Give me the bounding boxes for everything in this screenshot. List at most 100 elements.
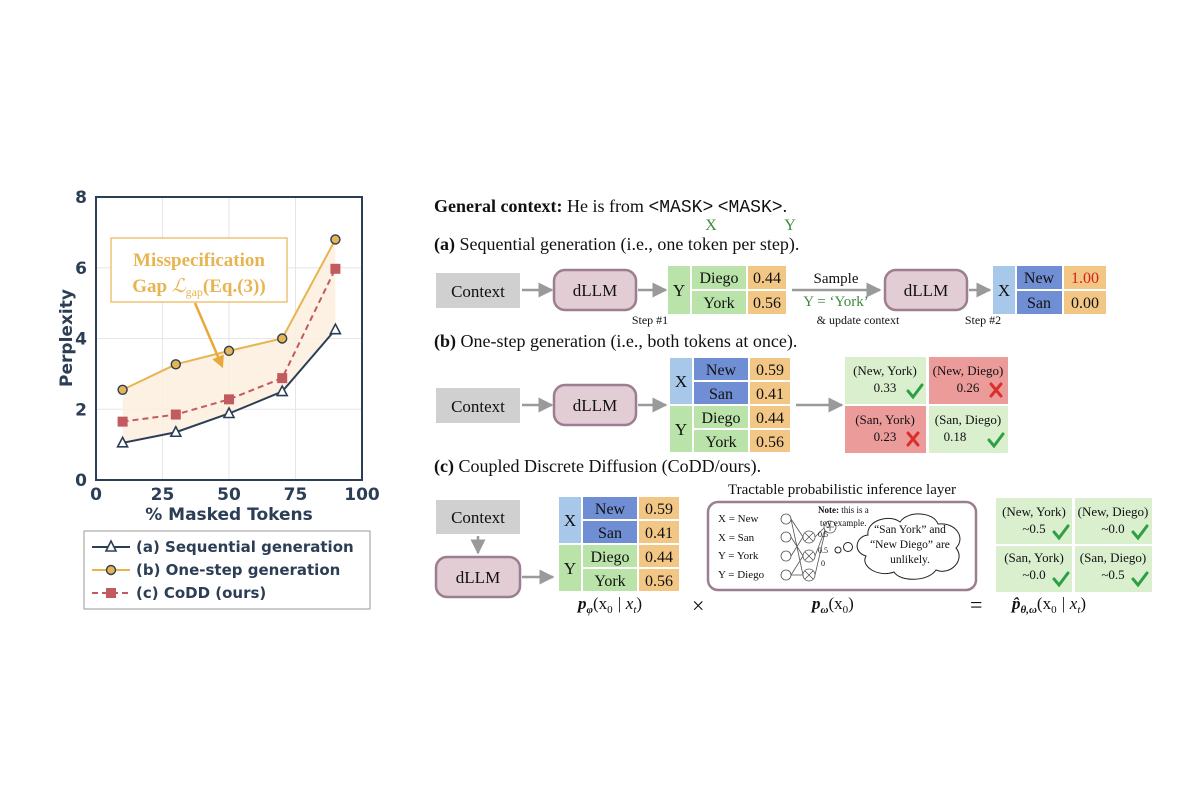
- bubble-text: unlikely.: [890, 554, 930, 566]
- joint-pair: (San, Diego): [935, 412, 1001, 427]
- x-tick-label: 50: [217, 485, 241, 505]
- token-cell: [694, 358, 748, 380]
- joint-pair: (New, Diego): [1078, 504, 1149, 519]
- weight-label: 0.5: [818, 530, 828, 539]
- x-tick-label: 75: [284, 485, 308, 505]
- joint-prob: ~0.0: [1101, 521, 1124, 536]
- joint-cell: [929, 357, 1008, 404]
- token-prob: 0.59: [645, 501, 673, 518]
- joint-pair: (San, Diego): [1080, 550, 1146, 565]
- step1-label: Step #1: [632, 313, 668, 327]
- chart-ticks: 0 25 50 75 100 0 2 4 6 8: [75, 188, 380, 505]
- token-word: Diego: [590, 549, 629, 566]
- eq-phat: p̂θ,ω(x0 | xt): [1010, 594, 1086, 616]
- section-a-title: (a) Sequential generation (i.e., one tok…: [434, 234, 799, 255]
- prob-cell: [639, 569, 679, 591]
- token-cell: [692, 266, 746, 289]
- joint-prob: 0.18: [944, 429, 967, 444]
- var-y-cell: [668, 266, 690, 314]
- token-cell: [583, 521, 637, 543]
- joint-cell: [845, 406, 926, 453]
- prob-cell: [1064, 291, 1106, 314]
- section-b-onestep: (b) One-step generation (i.e., both toke…: [434, 331, 1008, 453]
- token-prob: 0.00: [1071, 295, 1099, 312]
- y-tick-label: 2: [75, 400, 87, 420]
- token-cell: [583, 569, 637, 591]
- legend-label-codd: (c) CoDD (ours): [136, 584, 266, 602]
- data-point-sequential: [116, 435, 129, 448]
- joint-pair: (San, York): [1004, 550, 1064, 565]
- update-context-label: & update context: [817, 313, 900, 327]
- annotation-arrow: [193, 302, 224, 369]
- token-cell: [692, 291, 746, 314]
- token-word: York: [594, 573, 625, 590]
- token-prob: 1.00: [1071, 270, 1099, 287]
- check-icon: [1052, 571, 1070, 588]
- x-tick-label: 25: [151, 485, 175, 505]
- section-a-sequential: (a) Sequential generation (i.e., one tok…: [434, 234, 1106, 327]
- times-sign: ×: [692, 593, 704, 618]
- prob-cell: [639, 497, 679, 519]
- legend-frame: [83, 530, 371, 610]
- general-context-sentence: General context: He is from <MASK> <MASK…: [434, 196, 787, 218]
- prob-cell: [750, 430, 790, 452]
- equals-sign: =: [970, 592, 982, 617]
- joint-grid-c: (New, York) ~0.5 (New, Diego) ~0.0 (San,…: [996, 498, 1152, 592]
- var-x-cell: [670, 358, 692, 404]
- joint-pair: (New, York): [1002, 504, 1066, 519]
- joint-pair: (New, York): [853, 363, 917, 378]
- layer-input: X = New: [718, 513, 758, 525]
- legend-item-sequential: (a) Sequential generation: [92, 538, 354, 556]
- data-point-codd: [224, 394, 234, 405]
- dllm-box: [552, 268, 638, 312]
- legend-label-onestep: (b) One-step generation: [136, 561, 340, 579]
- context-label: Context: [451, 508, 505, 527]
- joint-pair: (New, Diego): [933, 363, 1004, 378]
- dllm-box: [434, 555, 522, 599]
- data-point-onestep: [330, 234, 341, 245]
- data-point-onestep: [277, 333, 288, 344]
- chart-series: [116, 234, 342, 448]
- codd-diagram: General context: He is from <MASK> <MASK…: [434, 196, 1152, 618]
- token-prob: 0.44: [756, 410, 784, 427]
- var-x-cell: [993, 266, 1015, 314]
- token-word: Diego: [701, 410, 740, 427]
- legend-label-sequential: (a) Sequential generation: [136, 538, 354, 556]
- misspecification-gap-area: [122, 239, 336, 443]
- joint-grid-b: (New, York) 0.33 (New, Diego) 0.26 (San,…: [845, 357, 1008, 453]
- check-icon: [1052, 524, 1070, 541]
- context-label: Context: [451, 397, 505, 416]
- token-word: Diego: [699, 270, 738, 287]
- var-x-label: X: [998, 281, 1010, 300]
- joint-prob: ~0.0: [1022, 567, 1045, 582]
- layer-title: Tractable probabilistic inference layer: [728, 482, 956, 498]
- token-cell: [1017, 291, 1062, 314]
- weight-label: 0: [821, 559, 825, 568]
- x-tick-label: 0: [90, 485, 102, 505]
- eq-p-phi: pφ(x0 | xt): [576, 594, 642, 616]
- dllm-label: dLLM: [573, 396, 617, 415]
- dllm-box-step2: [883, 268, 969, 312]
- circuit-diagram: [780, 513, 837, 582]
- data-point-sequential: [275, 384, 289, 397]
- var-y-cell: [670, 406, 692, 452]
- token-cell: [694, 430, 748, 452]
- eq-p-omega: pω(x0): [810, 594, 854, 616]
- general-context: General context: He is from <MASK> <MASK…: [434, 196, 796, 234]
- plot-frame: [95, 196, 363, 481]
- token-prob: 0.44: [645, 549, 673, 566]
- token-cell: [694, 382, 748, 404]
- dllm-box: [552, 383, 638, 427]
- series-line-codd: [122, 268, 337, 423]
- data-point-sequential: [222, 406, 236, 419]
- prob-cell: [639, 521, 679, 543]
- prob-cell: [748, 291, 786, 314]
- token-word: San: [709, 386, 733, 403]
- prob-cell: [750, 406, 790, 428]
- prob-cell: [750, 382, 790, 404]
- prob-cell: [748, 266, 786, 289]
- prob-cell: [1064, 266, 1106, 289]
- dllm-label: dLLM: [904, 281, 948, 300]
- y-tick-label: 4: [75, 330, 87, 350]
